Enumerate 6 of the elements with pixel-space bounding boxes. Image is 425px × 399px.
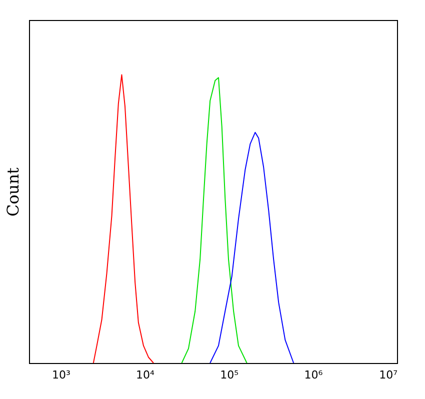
- x-tick-label: 10⁵: [220, 368, 239, 382]
- x-tick-label: 10⁶: [304, 368, 324, 382]
- x-tick-label: 10⁴: [136, 368, 156, 382]
- x-tick-label: 10³: [52, 368, 70, 382]
- x-tick-label: 10⁷: [379, 368, 398, 382]
- y-axis-title: Count: [4, 166, 22, 216]
